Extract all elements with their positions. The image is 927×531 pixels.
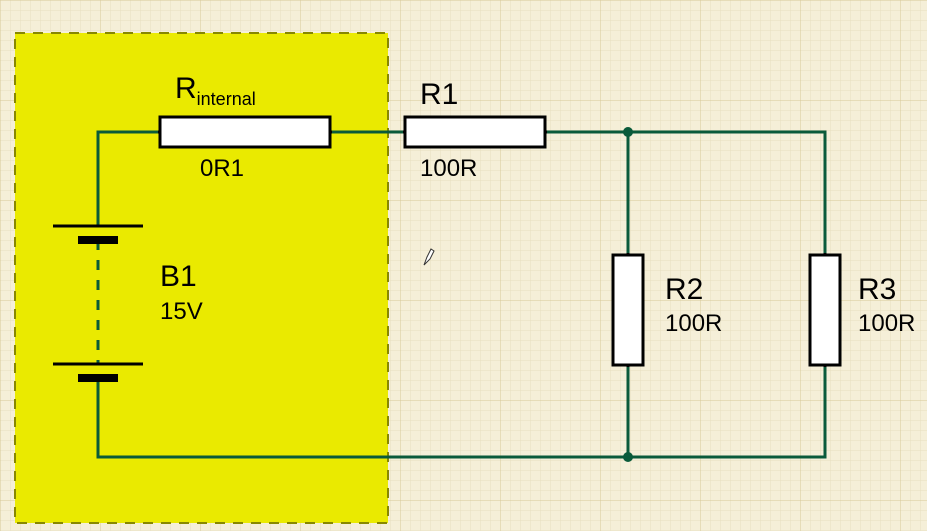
- rinternal-ref: Rinternal: [175, 72, 256, 110]
- schematic-canvas[interactable]: Rinternal 0R1 R1 100R R2 100R R3 100R B1 15V: [0, 0, 927, 531]
- rinternal-value: 0R1: [200, 155, 244, 183]
- r2-value: 100R: [665, 310, 722, 338]
- r3-value: 100R: [858, 310, 915, 338]
- b1-ref: B1: [160, 260, 197, 294]
- r2-ref: R2: [665, 273, 703, 307]
- r1-value: 100R: [420, 155, 477, 183]
- b1-value: 15V: [160, 298, 203, 326]
- r3-ref: R3: [858, 273, 896, 307]
- r1-ref: R1: [420, 78, 458, 112]
